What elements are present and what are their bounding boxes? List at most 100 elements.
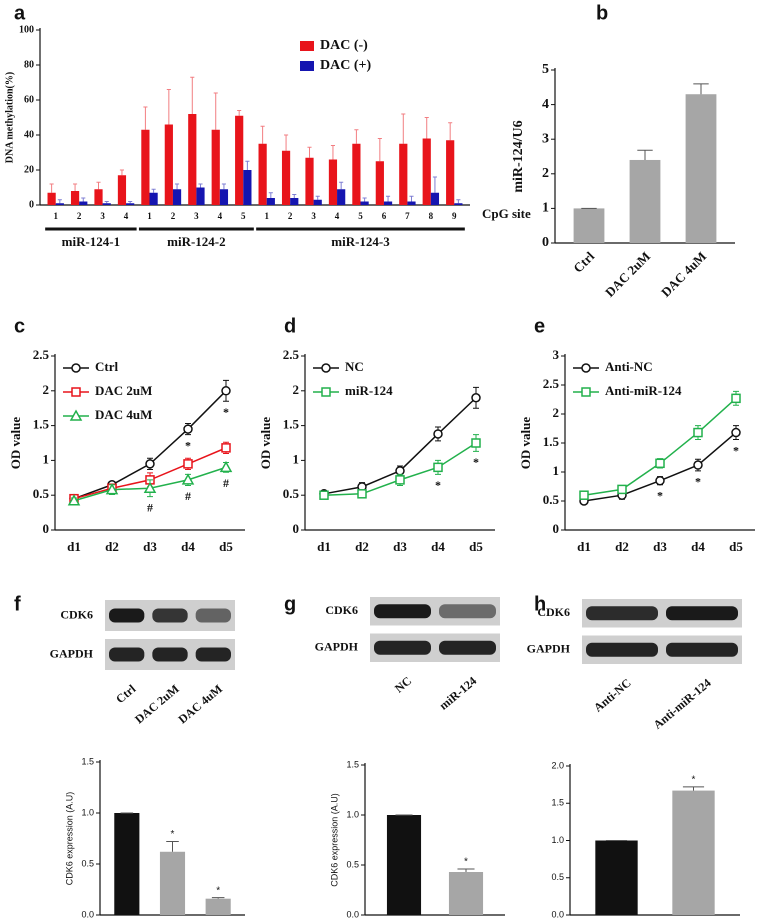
blot-band	[666, 642, 738, 657]
significance-mark: *	[171, 829, 175, 840]
y-tick-label: 0.5	[543, 492, 560, 507]
legend-label: DAC 4uM	[95, 407, 152, 422]
blot-band	[152, 647, 188, 662]
marker	[395, 475, 405, 485]
bar	[399, 143, 408, 205]
error-bar	[49, 183, 54, 193]
x-tick-label: DAC 4uM	[658, 249, 709, 300]
significance-mark: *	[695, 475, 701, 489]
marker	[471, 393, 481, 403]
error-bar	[57, 199, 62, 204]
y-tick-label: 0.5	[33, 486, 50, 501]
bar	[595, 840, 638, 915]
significance-mark: #	[185, 489, 191, 503]
blot-band	[439, 604, 496, 619]
bar	[235, 115, 244, 205]
error-bar	[682, 786, 705, 791]
error-bar	[221, 183, 226, 190]
panel-letter: d	[284, 315, 296, 337]
panel-letter: a	[14, 2, 26, 24]
group-label: miR-124-2	[167, 234, 226, 249]
bar	[243, 170, 252, 205]
y-axis-label: OD value	[258, 417, 273, 470]
error-bar	[362, 197, 367, 202]
error-bar	[307, 146, 312, 158]
y-tick-label: 2.5	[33, 347, 50, 362]
bar	[70, 191, 80, 205]
significance-mark: *	[473, 455, 479, 469]
legend-label: miR-124	[345, 383, 393, 398]
y-tick-label: 1.5	[543, 434, 560, 449]
significance-mark: *	[223, 405, 229, 419]
blot-band	[152, 608, 188, 623]
x-tick-label: 4	[218, 211, 223, 221]
y-tick-label: 4	[542, 97, 549, 112]
marker	[655, 458, 665, 469]
error-bar	[143, 106, 148, 130]
marker	[219, 460, 233, 473]
blot-row-label: CDK6	[325, 603, 358, 617]
bar	[117, 175, 127, 205]
bar	[205, 898, 231, 915]
bar	[94, 189, 103, 205]
panel-letter: h	[534, 593, 546, 615]
error-bar	[401, 113, 406, 144]
legend-label: Ctrl	[95, 359, 118, 374]
y-tick-label: 0.5	[346, 859, 359, 869]
bar	[672, 790, 715, 915]
panel-letter: e	[534, 315, 545, 337]
error-bar	[268, 192, 273, 198]
x-axis-label: CpG site	[482, 206, 531, 221]
error-bar	[339, 181, 344, 190]
blot-row-label: GAPDH	[315, 640, 359, 654]
bar	[375, 161, 384, 205]
marker	[183, 459, 193, 469]
error-bar	[237, 110, 242, 116]
y-tick-label: 1	[43, 451, 50, 466]
bar	[313, 199, 322, 205]
x-tick-label: Anti-NC	[601, 921, 633, 923]
x-tick-label: DAC 2uM	[602, 249, 653, 300]
lane-label: DAC 2uM	[132, 682, 182, 727]
x-tick-label: d1	[317, 539, 331, 554]
x-tick-label: 4	[335, 211, 340, 221]
y-tick-label: 0.0	[551, 909, 564, 919]
lane-label: NC	[392, 674, 414, 696]
x-tick-label: 8	[429, 211, 434, 221]
y-tick-label: 2	[553, 405, 560, 420]
error-bar	[104, 201, 109, 204]
x-tick-label: d5	[729, 539, 743, 554]
bar	[114, 813, 140, 915]
bar	[196, 187, 205, 205]
lane-label: miR-124	[436, 674, 479, 713]
y-tick-label: 80	[24, 59, 34, 70]
y-tick-label: 1.0	[81, 807, 94, 817]
y-tick-label: 5	[542, 62, 549, 77]
bar	[573, 208, 605, 243]
bar	[219, 189, 229, 205]
x-tick-label: Ctrl	[120, 921, 134, 923]
bar	[448, 872, 484, 915]
lane-label: DAC 4uM	[175, 682, 225, 727]
panel-letter: c	[14, 315, 25, 337]
marker	[471, 438, 481, 448]
significance-mark: *	[435, 478, 441, 492]
x-tick-label: 5	[358, 211, 363, 221]
legend-label: Anti-NC	[605, 359, 653, 374]
y-tick-label: 2.5	[283, 347, 300, 362]
bar	[305, 157, 314, 205]
marker	[71, 363, 81, 373]
bar	[266, 198, 275, 205]
error-bar	[637, 149, 653, 160]
x-tick-label: 1	[147, 211, 152, 221]
x-tick-label: 3	[311, 211, 316, 221]
x-tick-label: d2	[105, 539, 119, 554]
y-tick-label: 1.5	[346, 759, 359, 769]
blot-band	[666, 606, 738, 621]
marker	[731, 427, 741, 438]
error-bar	[448, 122, 453, 141]
error-bar	[119, 169, 125, 176]
blot-row-label: CDK6	[537, 605, 570, 619]
blot-band	[195, 608, 231, 623]
y-tick-label: 20	[24, 164, 34, 175]
